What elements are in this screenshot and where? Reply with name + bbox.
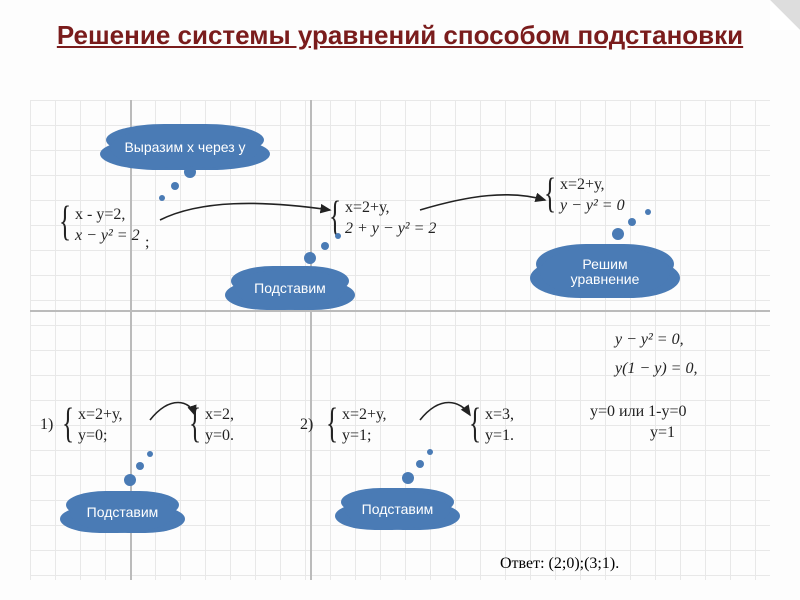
- system-3: х=2+у, y − y² = 0: [560, 175, 625, 217]
- case-2-label: 2): [300, 415, 313, 436]
- eq-line: х=2+у,: [78, 405, 122, 426]
- thought-bubble-dot: [628, 218, 636, 226]
- page-corner-decoration: [770, 0, 800, 30]
- brace-icon: {: [189, 400, 201, 448]
- thought-bubble-dot: [136, 462, 144, 470]
- cloud-substitute-3: Подставим: [345, 492, 450, 528]
- brace-icon: {: [59, 198, 71, 246]
- eq-line: х=3,: [485, 405, 514, 426]
- case-2-system: х=2+у, у=1;: [342, 405, 386, 447]
- thought-bubble-dot: [124, 474, 136, 486]
- answer-text: Ответ: (2;0);(3;1).: [500, 555, 619, 572]
- eq-line: y − y² = 0,: [615, 330, 697, 351]
- cloud-label: Подставим: [254, 281, 326, 296]
- case-1-label: 1): [40, 415, 53, 436]
- arrow-path: [160, 203, 330, 220]
- thought-bubble-dot: [335, 233, 341, 239]
- thought-bubble-dot: [171, 182, 179, 190]
- system-1: х - у=2, x − y² = 2: [75, 205, 140, 247]
- eq-line: у=0;: [78, 426, 122, 447]
- thought-bubble-dot: [184, 166, 196, 178]
- semicolon: ;: [145, 233, 149, 254]
- cloud-substitute-2: Подставим: [70, 495, 175, 531]
- eq-line: х=2+у,: [342, 405, 386, 426]
- title-text: Решение системы уравнений способом подст…: [57, 20, 743, 50]
- thought-bubble-dot: [427, 449, 433, 455]
- transform-step: y − y² = 0, y(1 − y) = 0,: [615, 330, 697, 380]
- eq-line: х=2,: [205, 405, 234, 426]
- eq-line: у=1;: [342, 426, 386, 447]
- cloud-label: Подставим: [87, 505, 159, 520]
- thought-bubble-dot: [159, 195, 165, 201]
- arrow-path: [420, 403, 470, 421]
- eq-line: х=2+у,: [345, 198, 436, 219]
- arrow-path: [420, 195, 545, 210]
- brace-icon: {: [326, 400, 338, 448]
- thought-bubble-dot: [402, 472, 414, 484]
- eq-line: х=2+у,: [560, 175, 625, 196]
- brace-icon: {: [62, 400, 74, 448]
- thought-bubble-dot: [416, 460, 424, 468]
- page-title: Решение системы уравнений способом подст…: [0, 20, 800, 51]
- eq-line: х - у=2,: [75, 205, 140, 226]
- thought-bubble-dot: [645, 209, 651, 215]
- eq-line: у=1.: [485, 426, 514, 447]
- eq-line: у=0 или 1-у=0: [590, 402, 686, 423]
- cloud-solve-equation: Решим уравнение: [540, 248, 670, 296]
- thought-bubble-dot: [321, 242, 329, 250]
- eq-line: 2 + y − y² = 2: [345, 219, 436, 240]
- thought-bubble-dot: [612, 228, 624, 240]
- brace-icon: {: [544, 170, 556, 218]
- cloud-label: Решим уравнение: [548, 257, 662, 288]
- cloud-label: Выразим х через у: [124, 140, 245, 155]
- system-2: х=2+у, 2 + y − y² = 2: [345, 198, 436, 240]
- thought-bubble-dot: [147, 451, 153, 457]
- cloud-label: Подставим: [362, 502, 434, 517]
- eq-line: y − y² = 0: [560, 196, 625, 217]
- thought-bubble-dot: [304, 252, 316, 264]
- eq-line: у=1: [650, 423, 686, 444]
- cloud-express-x: Выразим х через у: [110, 128, 260, 168]
- eq-line: у=0.: [205, 426, 234, 447]
- equation-roots: у=0 или 1-у=0 у=1: [590, 402, 686, 444]
- brace-icon: {: [469, 400, 481, 448]
- eq-line: y(1 − y) = 0,: [615, 359, 697, 380]
- case-2-answer: х=3, у=1.: [485, 405, 514, 447]
- case-1-answer: х=2, у=0.: [205, 405, 234, 447]
- eq-line: x − y² = 2: [75, 227, 140, 244]
- cloud-substitute-1: Подставим: [235, 270, 345, 308]
- case-1-system: х=2+у, у=0;: [78, 405, 122, 447]
- final-answer: Ответ: (2;0);(3;1).: [500, 555, 619, 573]
